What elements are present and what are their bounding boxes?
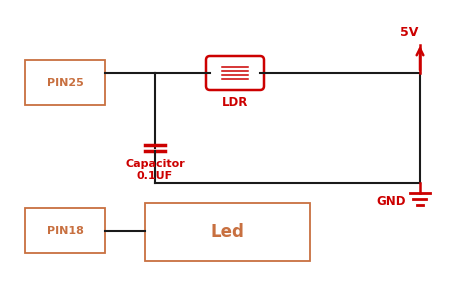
Text: PIN25: PIN25 [46, 78, 83, 88]
Text: LDR: LDR [222, 96, 248, 109]
Text: Capacitor
0.1UF: Capacitor 0.1UF [125, 159, 185, 181]
Text: GND: GND [376, 195, 406, 208]
FancyBboxPatch shape [145, 203, 310, 261]
Text: PIN18: PIN18 [46, 226, 83, 236]
Text: Led: Led [210, 223, 245, 241]
Text: 5V: 5V [400, 26, 418, 39]
FancyBboxPatch shape [206, 56, 264, 90]
FancyBboxPatch shape [25, 60, 105, 105]
FancyBboxPatch shape [25, 208, 105, 253]
